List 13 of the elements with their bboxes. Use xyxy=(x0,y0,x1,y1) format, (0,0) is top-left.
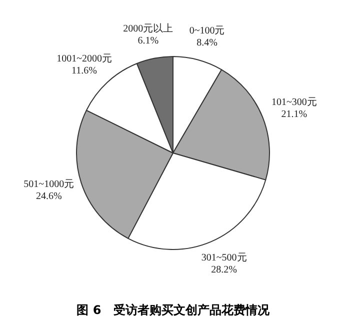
data-label: 28.2% xyxy=(211,264,237,276)
slice-label: 2000元以上 xyxy=(123,22,174,34)
data-label: 11.6% xyxy=(72,65,97,76)
data-label: 21.1% xyxy=(281,108,308,120)
data-label: 6.1% xyxy=(138,35,159,46)
slice-label: 1001~2000元 xyxy=(56,53,112,64)
slice-label: 501~1000元 xyxy=(24,178,74,190)
slice-label: 0~100元 xyxy=(189,25,225,36)
slice-label: 301~500元 xyxy=(201,252,247,264)
data-label: 8.4% xyxy=(196,37,218,48)
text: 图 6 受访者购买文创产品花费情况 xyxy=(76,302,270,319)
slice-label: 101~300元 xyxy=(271,96,317,108)
data-label: 24.6% xyxy=(36,190,62,202)
